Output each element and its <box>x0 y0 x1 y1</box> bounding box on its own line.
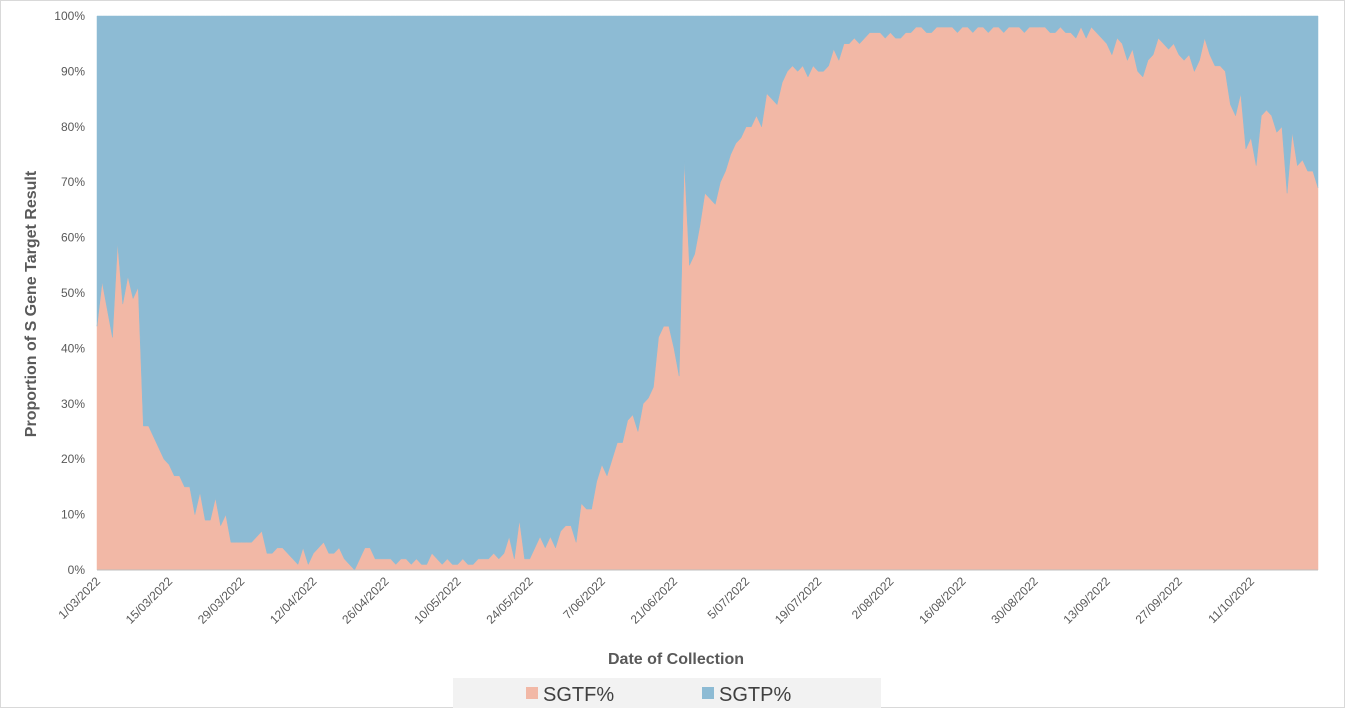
y-tick-label: 70% <box>61 175 85 189</box>
y-tick-label: 90% <box>61 64 85 78</box>
legend-label: SGTF% <box>543 684 614 706</box>
legend-label: SGTP% <box>719 684 791 706</box>
y-tick-label: 10% <box>61 508 85 522</box>
y-tick-label: 50% <box>61 286 85 300</box>
y-tick-label: 60% <box>61 231 85 245</box>
y-tick-label: 30% <box>61 397 85 411</box>
y-tick-label: 100% <box>54 9 85 23</box>
legend-swatch <box>526 687 538 699</box>
x-axis-title: Date of Collection <box>608 651 744 668</box>
legend-swatch <box>702 687 714 699</box>
y-tick-label: 80% <box>61 120 85 134</box>
y-axis-title: Proportion of S Gene Target Result <box>23 170 40 437</box>
legend-box <box>453 678 881 708</box>
y-tick-label: 20% <box>61 452 85 466</box>
area <box>96 15 1319 571</box>
y-tick-label: 0% <box>68 563 86 577</box>
y-tick-label: 40% <box>61 341 85 355</box>
